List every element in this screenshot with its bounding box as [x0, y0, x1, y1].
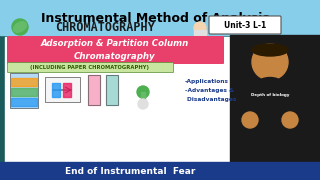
Text: Depth of biology: Depth of biology [251, 93, 289, 97]
FancyBboxPatch shape [7, 62, 173, 73]
Bar [0, 162, 320, 180]
Ellipse shape [250, 78, 290, 112]
Bar [88, 75, 100, 105]
Bar [10, 73, 38, 108]
Text: (INCLUDING PAPER CHROMATOGRAPHY): (INCLUDING PAPER CHROMATOGRAPHY) [30, 65, 149, 70]
Bar [230, 35, 320, 162]
Text: -Applications
-Advantages &
 Disadvantages: -Applications -Advantages & Disadvantage… [185, 78, 236, 102]
Text: End of Instrumental  Fear: End of Instrumental Fear [65, 166, 195, 176]
Bar [88, 75, 100, 105]
Bar [106, 75, 118, 105]
Bar [106, 75, 118, 105]
Text: CHROMATOGRAPHY: CHROMATOGRAPHY [55, 21, 155, 33]
Circle shape [12, 19, 28, 35]
Bar [11, 78, 37, 86]
Ellipse shape [252, 44, 288, 56]
Bar [10, 73, 38, 108]
Text: Adsorption & Partition Column
Chromatography: Adsorption & Partition Column Chromatogr… [41, 39, 189, 61]
Bar [5, 37, 230, 162]
Circle shape [252, 44, 288, 80]
Circle shape [242, 112, 258, 128]
Circle shape [282, 112, 298, 128]
Text: Unit-3 L-1: Unit-3 L-1 [224, 21, 266, 30]
Circle shape [138, 99, 148, 109]
Circle shape [194, 22, 206, 34]
Circle shape [137, 86, 149, 98]
Bar [11, 98, 37, 106]
Bar [45, 77, 80, 102]
Text: Instrumental Method of Analysis: Instrumental Method of Analysis [41, 12, 269, 24]
Bar [52, 83, 60, 97]
Bar [45, 77, 80, 102]
Bar [141, 92, 145, 105]
Bar [11, 88, 37, 96]
FancyBboxPatch shape [7, 36, 224, 64]
Bar [194, 30, 206, 40]
Bar [63, 83, 71, 97]
Ellipse shape [13, 22, 27, 32]
FancyBboxPatch shape [209, 16, 281, 34]
Bar [0, 0, 320, 35]
